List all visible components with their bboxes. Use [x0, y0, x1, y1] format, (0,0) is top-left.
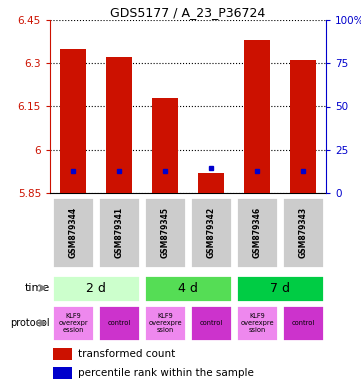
- Text: transformed count: transformed count: [78, 349, 175, 359]
- Text: protocol: protocol: [10, 318, 50, 328]
- Text: 7 d: 7 d: [270, 281, 290, 295]
- Text: control: control: [291, 320, 315, 326]
- Bar: [52, 305, 94, 341]
- Bar: [236, 305, 278, 341]
- Bar: [236, 197, 278, 268]
- Text: KLF9
overexpre
ssion: KLF9 overexpre ssion: [240, 313, 274, 333]
- Bar: [53, 348, 72, 360]
- Text: GSM879345: GSM879345: [161, 207, 170, 258]
- Bar: [60, 49, 86, 193]
- Text: GSM879346: GSM879346: [252, 207, 261, 258]
- Text: percentile rank within the sample: percentile rank within the sample: [78, 368, 253, 378]
- Text: GSM879341: GSM879341: [114, 207, 123, 258]
- Text: KLF9
overexpr
ession: KLF9 overexpr ession: [58, 313, 88, 333]
- Bar: [290, 60, 316, 193]
- Bar: [144, 197, 186, 268]
- Text: 4 d: 4 d: [178, 281, 198, 295]
- Bar: [53, 367, 72, 379]
- Bar: [98, 305, 140, 341]
- Text: KLF9
overexpre
ssion: KLF9 overexpre ssion: [148, 313, 182, 333]
- Bar: [282, 305, 324, 341]
- Bar: [98, 197, 140, 268]
- Bar: [106, 58, 132, 193]
- Text: GSM879344: GSM879344: [69, 207, 78, 258]
- Bar: [244, 40, 270, 193]
- Title: GDS5177 / A_23_P36724: GDS5177 / A_23_P36724: [110, 6, 266, 19]
- Bar: [52, 275, 140, 301]
- Bar: [144, 305, 186, 341]
- Text: GSM879342: GSM879342: [206, 207, 216, 258]
- Text: control: control: [199, 320, 223, 326]
- Text: control: control: [107, 320, 131, 326]
- Bar: [152, 98, 178, 193]
- Bar: [52, 197, 94, 268]
- Text: GSM879343: GSM879343: [299, 207, 308, 258]
- Bar: [144, 275, 232, 301]
- Bar: [190, 305, 232, 341]
- Text: 2 d: 2 d: [86, 281, 106, 295]
- Bar: [236, 275, 324, 301]
- Bar: [282, 197, 324, 268]
- Text: time: time: [25, 283, 50, 293]
- Bar: [198, 173, 224, 193]
- Bar: [190, 197, 232, 268]
